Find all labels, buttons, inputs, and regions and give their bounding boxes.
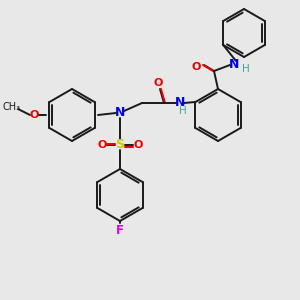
Text: CH₃: CH₃ [3, 102, 21, 112]
Text: H: H [179, 106, 187, 116]
Text: O: O [29, 110, 39, 120]
Text: N: N [229, 58, 239, 71]
Text: N: N [175, 97, 185, 110]
Text: F: F [116, 224, 124, 238]
Text: N: N [115, 106, 125, 119]
Text: S: S [116, 139, 124, 152]
Text: H: H [242, 64, 250, 74]
Text: O: O [133, 140, 143, 150]
Text: O: O [191, 62, 201, 72]
Text: O: O [153, 78, 163, 88]
Text: O: O [97, 140, 107, 150]
